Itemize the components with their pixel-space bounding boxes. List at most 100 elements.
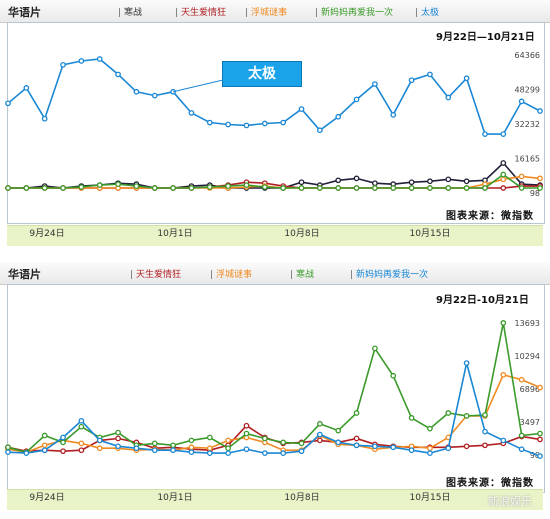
data-point [225, 437, 231, 444]
data-point [151, 440, 158, 447]
y-tick-label: 98 [530, 189, 540, 198]
data-point [170, 185, 176, 191]
data-point [408, 447, 415, 454]
data-point [408, 415, 415, 421]
data-point [298, 179, 305, 186]
data-point [170, 442, 176, 449]
data-point [445, 94, 452, 101]
data-point [96, 182, 103, 188]
data-point [537, 185, 543, 191]
x-tick-label: 10月8日 [284, 228, 319, 239]
data-point [427, 450, 433, 456]
data-point [463, 360, 470, 366]
data-point [482, 412, 488, 418]
data-point [5, 185, 11, 191]
series-line [7, 362, 541, 457]
y-tick-label: 32232 [515, 120, 540, 129]
data-point [335, 177, 342, 184]
data-point [353, 442, 360, 449]
data-point [243, 430, 250, 437]
data-point [41, 447, 48, 454]
data-point [206, 119, 213, 126]
data-point [317, 437, 323, 444]
data-point [335, 113, 342, 120]
data-point [482, 185, 488, 191]
y-tick-label: 10294 [515, 352, 540, 361]
data-point [60, 448, 66, 455]
chart-panel-top: 华语片 | 寒战 | 天生爱情狂 | 浮城谜事 | 新妈妈再爱我一次 | 太极 9月22日—10月… [0, 0, 550, 246]
data-point [463, 75, 470, 82]
data-point [188, 444, 195, 451]
data-point [23, 85, 30, 91]
data-point [151, 185, 158, 191]
legend-item: | 寒战 [290, 270, 315, 280]
data-point [60, 439, 66, 446]
legend-item: | 浮城谜事 [210, 270, 253, 280]
chart-source-label: 图表来源：微指数 [446, 211, 534, 222]
data-point [188, 449, 195, 456]
data-point [537, 175, 543, 182]
data-point [500, 131, 507, 137]
data-point [518, 98, 525, 105]
data-point [372, 443, 378, 450]
legend-item: | 新妈妈再爱我一次 [315, 8, 394, 18]
data-point [5, 444, 11, 451]
y-tick-label: 64366 [515, 51, 540, 60]
date-range-label: 9月22日-10月21日 [436, 295, 529, 306]
data-point [78, 58, 85, 64]
data-point [537, 430, 543, 437]
data-point [390, 372, 397, 379]
data-point [78, 447, 85, 454]
y-tick-label: 13693 [515, 319, 540, 328]
watermark: 新浪娱乐 [488, 495, 532, 508]
data-point [225, 445, 231, 452]
data-point [133, 88, 140, 95]
x-tick-label: 10月1日 [157, 492, 192, 503]
data-point [353, 185, 360, 191]
data-point [261, 450, 268, 456]
legend-item: | 寒战 [118, 8, 143, 18]
data-point [170, 447, 176, 454]
panel-header: 华语片 | 寒战 | 天生爱情狂 | 浮城谜事 | 新妈妈再爱我一次 | 太极 [0, 0, 550, 23]
data-point [537, 436, 543, 443]
data-point [78, 184, 85, 190]
data-point [60, 434, 66, 441]
data-point [298, 106, 305, 112]
data-point [518, 432, 525, 439]
x-axis-bar [7, 489, 543, 510]
y-tick-label: 6896 [520, 385, 540, 394]
x-axis-bar [7, 225, 543, 246]
chart-source-label: 图表来源：微指数 [446, 478, 534, 489]
data-point [78, 440, 85, 447]
data-point [390, 185, 397, 191]
data-point [408, 77, 415, 84]
x-tick-label: 9月24日 [29, 492, 64, 503]
data-point [518, 173, 525, 180]
data-point [372, 180, 378, 187]
data-point [463, 413, 470, 419]
data-point [372, 185, 378, 191]
data-point [96, 437, 103, 444]
data-point [225, 183, 231, 189]
data-point [537, 108, 543, 114]
data-point [115, 71, 121, 78]
data-point [317, 431, 323, 438]
data-point [445, 410, 452, 416]
date-range-label: 9月22日—10月21日 [436, 32, 535, 43]
data-point [427, 425, 433, 432]
y-tick-label: 3497 [520, 418, 540, 427]
data-point [151, 447, 158, 454]
chart-panel-bottom: 华语片 | 天生爱情狂 | 浮城谜事 | 寒战 | 新妈妈再爱我一次 9月22日-10月21日… [0, 262, 550, 519]
data-point [317, 127, 323, 134]
data-point [243, 122, 250, 129]
data-point [96, 56, 103, 62]
data-point [408, 179, 415, 186]
data-point [5, 449, 11, 456]
data-point [353, 410, 360, 416]
data-point [298, 448, 305, 455]
data-point [353, 435, 360, 442]
data-point [280, 439, 287, 446]
data-point [335, 185, 342, 191]
legend-item: | 太极 [415, 8, 440, 18]
y-tick-label: 16165 [515, 155, 540, 164]
